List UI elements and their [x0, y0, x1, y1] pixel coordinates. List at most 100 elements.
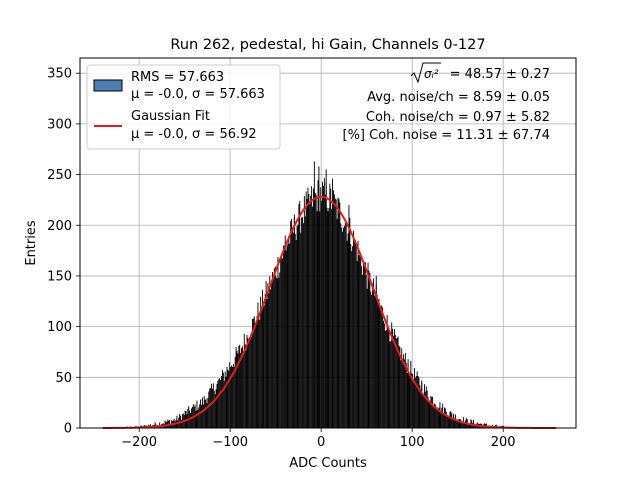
histogram-bar [301, 217, 303, 428]
histogram-bar [392, 328, 394, 428]
histogram-bar [351, 251, 353, 428]
histogram-bar [442, 403, 444, 428]
histogram-bar [346, 240, 348, 428]
histogram-bar [435, 407, 437, 428]
x-tick-label: 0 [317, 435, 325, 450]
histogram-bar [381, 305, 383, 428]
x-tick-label: 100 [400, 435, 425, 450]
histogram-bar [228, 370, 230, 428]
plot-area [79, 57, 577, 429]
histogram-bar [184, 410, 186, 428]
histogram-bar [329, 183, 331, 428]
plot-frame [79, 57, 577, 429]
histogram-spike [284, 235, 286, 428]
histogram-bar [234, 357, 236, 428]
histogram-bar [304, 216, 306, 428]
histogram-bar [190, 413, 192, 428]
histogram-bar [214, 394, 216, 428]
histogram-spike [313, 161, 315, 428]
histogram-bar [386, 314, 388, 428]
histogram-bar [412, 373, 414, 428]
histogram-bar [275, 276, 277, 428]
histogram-spike [239, 351, 241, 428]
histogram-bar [252, 319, 253, 428]
noise-annotations: σᵢ² = 48.57 ± 0.27 Avg. noise/ch = 8.59 … [343, 62, 550, 143]
histogram-bar [482, 426, 484, 428]
histogram-bar [289, 243, 291, 428]
histogram-bar [253, 316, 255, 428]
histogram-bar [245, 350, 247, 428]
histogram-bar [378, 299, 380, 428]
legend-histogram-swatch [93, 79, 123, 92]
legend-fit-label: Gaussian Fit [131, 109, 210, 124]
histogram-bar [232, 363, 234, 428]
histogram-bar [235, 346, 237, 428]
histogram-bar [290, 220, 292, 428]
histogram-bar [327, 211, 329, 428]
histogram-bar [387, 325, 389, 428]
histogram-bar [261, 308, 263, 428]
histogram-bar [225, 376, 227, 428]
histogram-bar [422, 393, 424, 428]
histogram-bar [271, 280, 273, 428]
histogram-bar [278, 277, 280, 428]
histogram-bar [269, 276, 271, 428]
histogram-bar [360, 254, 362, 428]
histogram-bar [328, 208, 330, 428]
histogram-bar [263, 305, 265, 428]
histogram-bar [458, 419, 460, 428]
histogram-bar [368, 270, 370, 428]
histogram-bar [333, 194, 335, 428]
histogram-bar [316, 211, 318, 428]
y-axis-label: Entries [24, 220, 39, 266]
histogram-bar [254, 323, 256, 428]
histogram-bar [265, 280, 267, 428]
histogram-bar [416, 371, 418, 428]
histogram-bar [443, 413, 445, 428]
histogram-bar [382, 307, 384, 428]
histogram-bar [451, 413, 453, 428]
y-axis: 0 50 100 150 200 250 300 350 [47, 67, 80, 437]
histogram-bar [302, 223, 304, 428]
histogram-bar [371, 294, 373, 428]
histogram-bar [444, 407, 445, 428]
histogram-bar [420, 389, 422, 428]
histogram-bar [373, 295, 375, 428]
histogram-bar [359, 251, 361, 428]
histogram-bar [204, 400, 206, 428]
histogram-bar [281, 257, 283, 428]
histogram-bar [461, 422, 463, 428]
histogram-bar [305, 191, 307, 428]
histogram-bar [357, 240, 359, 428]
histogram-bar [459, 419, 461, 428]
histogram-bar [430, 395, 432, 428]
histogram-bar [188, 406, 190, 428]
histogram-bar [272, 275, 274, 428]
histogram-spike [293, 217, 295, 428]
histogram-bar [215, 389, 217, 428]
histogram-bar [444, 408, 446, 428]
histogram-bar [401, 348, 403, 428]
histogram-bar [250, 338, 252, 428]
histogram-bar [473, 419, 475, 428]
histogram-bar [292, 232, 294, 428]
histogram-bar [403, 359, 405, 428]
histogram-bar [355, 244, 357, 428]
histogram-bar [282, 245, 284, 428]
histogram-bar [211, 388, 213, 428]
histogram-bar [333, 190, 334, 428]
histogram-bar [350, 244, 352, 428]
histogram-bar [202, 404, 204, 428]
histogram-bar [344, 223, 346, 428]
histogram-bar [224, 371, 226, 428]
histogram-bar [218, 379, 220, 428]
histogram-bar [454, 418, 455, 428]
histogram-bar [393, 335, 394, 428]
histogram-spike [375, 275, 377, 428]
histogram-bar [287, 243, 289, 428]
histogram-bar [197, 409, 199, 428]
legend-histogram-label: RMS = 57.663 [131, 70, 224, 85]
histogram-spike [421, 380, 423, 428]
histogram-bar [454, 414, 456, 428]
